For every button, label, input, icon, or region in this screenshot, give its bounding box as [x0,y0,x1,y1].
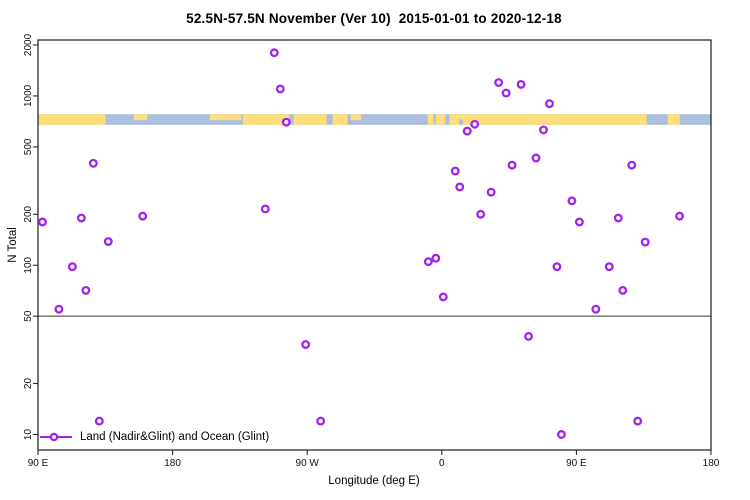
data-point [81,285,91,295]
data-point [301,340,311,349]
data-point [627,160,637,170]
map-strip-water-inlet [458,119,463,125]
data-point [260,204,270,214]
data-point [675,211,685,221]
map-strip-land [427,114,434,125]
data-point [556,430,566,439]
chart-title: 52.5N-57.5N November (Ver 10) 2015-01-01… [186,11,562,26]
y-tick-label: 2000 [23,33,34,56]
data-point [76,213,86,223]
x-tick-label: 90 E [28,458,49,469]
y-tick-label: 50 [23,310,34,322]
y-tick-label: 1000 [23,84,34,107]
data-point [316,416,326,426]
data-point [103,237,113,246]
data-point [507,160,517,170]
map-strip-land [242,114,290,125]
map-strip-land [38,114,106,125]
map-strip-land [435,114,446,125]
map-strip-land [332,114,348,125]
y-tick-label: 10 [23,429,34,441]
data-point [138,211,148,221]
data-point [486,187,496,197]
map-strip-land [293,114,327,125]
x-tick-label: 90 E [566,458,587,469]
legend-marker-icon [40,432,72,442]
data-point [54,304,64,314]
legend: Land (Nadir&Glint) and Ocean (Glint) [39,429,269,445]
data-point [462,126,472,136]
data-point [567,196,577,206]
y-tick-label: 200 [23,205,34,222]
data-point [67,262,77,272]
data-point [501,88,511,98]
map-strip-land [449,114,647,125]
data-point [431,253,441,263]
data-point [423,257,433,267]
legend-label: Land (Nadir&Glint) and Ocean (Glint) [80,431,270,443]
data-point [633,416,643,426]
y-tick-label: 500 [23,138,34,155]
y-tick-label: 20 [23,378,34,390]
data-point [494,78,504,87]
map-strip-land [350,114,362,121]
data-point [476,209,486,219]
data-point [604,262,614,272]
x-axis-label: Longitude (deg E) [328,475,420,487]
data-point [545,99,554,109]
x-tick-label: 90 W [296,458,320,469]
data-point [591,304,601,314]
data-point [613,213,623,223]
map-strip-land [133,114,148,121]
data-point [94,416,104,426]
data-point [275,84,285,94]
data-point [88,158,98,168]
y-tick-label: 100 [23,256,34,273]
data-point [552,262,562,272]
data-point [524,331,533,341]
data-point [516,79,526,89]
data-point [269,48,279,58]
data-point [38,217,47,227]
data-point [438,292,448,302]
data-point [455,182,465,192]
plot-border [37,39,712,451]
map-strip-land [667,114,680,125]
map-strip-ocean [38,114,711,125]
x-tick-label: 180 [703,458,720,469]
data-point [640,237,650,247]
y-axis-label: N Total [7,227,19,263]
data-point [539,125,548,135]
data-point [281,117,291,127]
data-point [618,285,628,295]
data-point [531,153,541,163]
x-tick-label: 180 [164,458,181,469]
data-point [574,217,584,227]
data-point [450,166,460,176]
data-point [470,119,480,129]
x-tick-label: 0 [439,458,445,469]
map-strip-land [209,114,242,121]
